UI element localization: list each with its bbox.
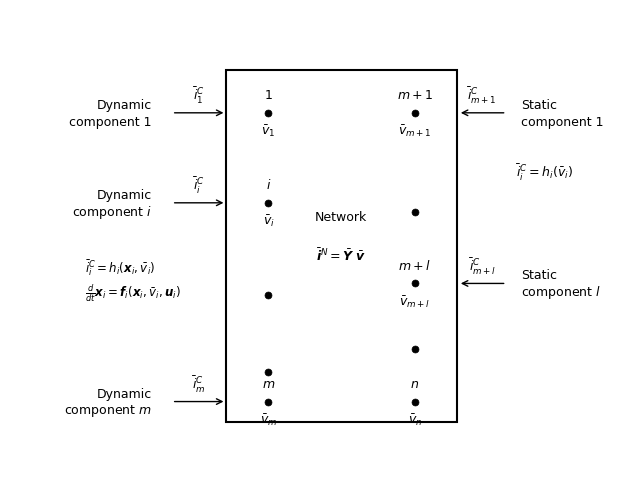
Text: $\bar{i}_1^C$: $\bar{i}_1^C$	[193, 86, 205, 106]
Text: $m+1$: $m+1$	[397, 89, 433, 102]
Text: $\bar{v}_n$: $\bar{v}_n$	[408, 412, 422, 428]
Text: Network: Network	[314, 211, 367, 225]
Text: $\bar{v}_1$: $\bar{v}_1$	[261, 123, 276, 139]
Text: component $l$: component $l$	[522, 284, 602, 301]
Text: $n$: $n$	[410, 378, 419, 391]
Text: component $m$: component $m$	[64, 403, 152, 419]
Text: $\bar{i}_{m+l}^C$: $\bar{i}_{m+l}^C$	[468, 257, 496, 277]
Text: Static: Static	[522, 99, 557, 112]
Text: Dynamic: Dynamic	[97, 189, 152, 202]
Text: component 1: component 1	[69, 116, 152, 129]
Text: $\bar{i}_i^C = h_i(\bar{v}_i)$: $\bar{i}_i^C = h_i(\bar{v}_i)$	[516, 163, 573, 183]
Text: $\bar{v}_{m+l}$: $\bar{v}_{m+l}$	[399, 294, 430, 310]
Text: $\bar{i}_m^C$: $\bar{i}_m^C$	[192, 375, 206, 395]
Text: Dynamic: Dynamic	[97, 388, 152, 400]
Text: $\bar{i}_i^C = h_i(\boldsymbol{x}_i, \bar{v}_i)$: $\bar{i}_i^C = h_i(\boldsymbol{x}_i, \ba…	[85, 259, 156, 279]
Text: $\bar{v}_m$: $\bar{v}_m$	[260, 412, 277, 428]
FancyBboxPatch shape	[227, 70, 457, 422]
Text: 1: 1	[264, 89, 273, 102]
Text: Dynamic: Dynamic	[97, 99, 152, 112]
Text: $\frac{d}{dt}\boldsymbol{x}_i = \boldsymbol{f}_i(\boldsymbol{x}_i, \bar{v}_i, \b: $\frac{d}{dt}\boldsymbol{x}_i = \boldsym…	[85, 282, 181, 304]
Text: $\bar{v}_{m+1}$: $\bar{v}_{m+1}$	[398, 123, 431, 139]
Text: $\bar{i}_i^C$: $\bar{i}_i^C$	[193, 176, 205, 196]
Text: $i$: $i$	[266, 178, 271, 192]
Text: component 1: component 1	[522, 116, 604, 129]
Text: Static: Static	[522, 269, 557, 282]
Text: $\bar{v}_i$: $\bar{v}_i$	[262, 213, 275, 229]
Text: $m$: $m$	[262, 378, 275, 391]
Text: $\bar{\boldsymbol{i}}^N = \bar{\boldsymbol{Y}}\; \bar{\boldsymbol{v}}$: $\bar{\boldsymbol{i}}^N = \bar{\boldsymb…	[316, 247, 365, 263]
Text: $m+l$: $m+l$	[398, 259, 431, 273]
Text: $\bar{i}_{m+1}^C$: $\bar{i}_{m+1}^C$	[467, 86, 497, 106]
Text: component $i$: component $i$	[72, 204, 152, 221]
